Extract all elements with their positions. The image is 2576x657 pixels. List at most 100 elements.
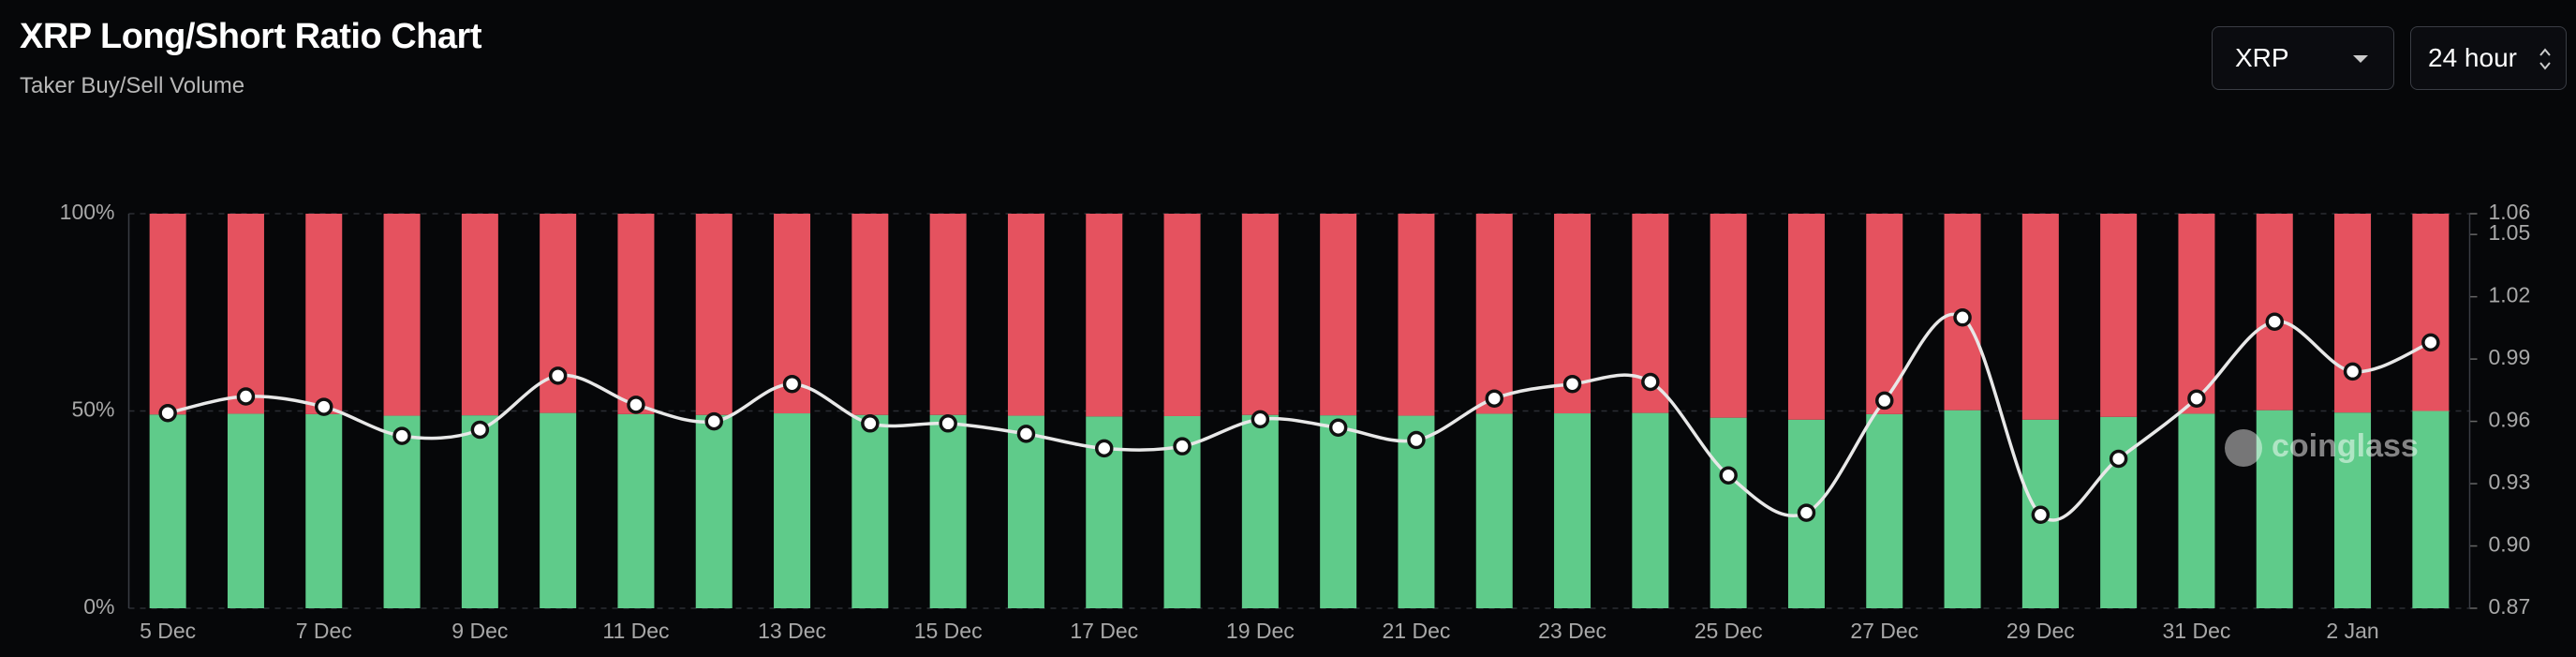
ratio-line	[167, 312, 2432, 522]
interval-value: 24 hour	[2428, 43, 2517, 72]
ratio-point	[704, 411, 723, 431]
bar-segment	[1710, 417, 1747, 608]
ratio-point	[158, 403, 177, 423]
ratio-point	[782, 374, 802, 394]
x-tick-label: 7 Dec	[296, 619, 352, 643]
bar-segment	[2256, 410, 2293, 608]
x-tick-label: 27 Dec	[1850, 619, 1918, 643]
ratio-point	[2109, 449, 2128, 469]
ratio-point	[1562, 374, 1582, 394]
x-tick-label: 17 Dec	[1070, 619, 1138, 643]
y2-tick-label: 0.96	[2489, 408, 2531, 432]
bar-segment	[1866, 413, 1903, 608]
y2-tick-label: 1.02	[2489, 283, 2531, 307]
ratio-point	[1407, 430, 1426, 450]
bar-segment	[227, 214, 264, 414]
watermark: coinglass	[2272, 428, 2419, 464]
ratio-point	[315, 397, 333, 416]
ratio-point	[2343, 362, 2362, 381]
watermark-icon	[2225, 429, 2262, 467]
x-tick-label: 9 Dec	[452, 619, 508, 643]
bar-segment	[1632, 412, 1669, 608]
ratio-point	[236, 387, 256, 406]
bar-segment	[1007, 415, 1044, 608]
ratio-point	[1719, 466, 1738, 485]
bar-segment	[2021, 214, 2059, 420]
bar-segment	[1944, 410, 1981, 608]
bar-segment	[2334, 214, 2372, 413]
bar-segment	[2334, 412, 2372, 608]
title: XRP Long/Short Ratio Chart	[20, 17, 481, 56]
interval-select[interactable]: 24 hour	[2410, 26, 2567, 90]
ratio-point	[1797, 503, 1816, 522]
bar-segment	[1241, 414, 1279, 608]
x-tick-label: 31 Dec	[2163, 619, 2231, 643]
bar-segment	[851, 414, 889, 608]
x-tick-label: 25 Dec	[1695, 619, 1763, 643]
bar-segment	[1475, 214, 1513, 414]
ratio-point	[1641, 372, 1660, 392]
y-tick-label: 100%	[60, 200, 115, 224]
bar-segment	[1475, 413, 1513, 608]
bar-segment	[149, 414, 186, 608]
ratio-point	[2265, 312, 2284, 331]
x-tick-label: 13 Dec	[758, 619, 826, 643]
bar-segment	[617, 413, 655, 608]
bar-segment	[383, 214, 421, 416]
bar-segment	[540, 412, 577, 608]
bar-segment	[227, 413, 264, 608]
bar-segment	[851, 214, 889, 415]
y-tick-label: 0%	[83, 594, 114, 619]
ratio-point	[1875, 391, 1894, 411]
y-tick-label: 50%	[71, 397, 114, 422]
y2-tick-label: 0.93	[2489, 470, 2531, 494]
bar-segment	[1320, 214, 1357, 416]
bar-segment	[2178, 214, 2215, 414]
x-tick-label: 23 Dec	[1538, 619, 1606, 643]
dropdown-arrow	[2353, 55, 2368, 63]
bar-segment	[383, 415, 421, 608]
bar-segment	[1710, 214, 1747, 418]
bar-segment	[2100, 214, 2138, 417]
ratio-point	[1953, 308, 1972, 327]
bar-segment	[929, 414, 967, 608]
bar-segment	[1241, 214, 1279, 415]
x-tick-label: 15 Dec	[914, 619, 983, 643]
ratio-point	[2421, 333, 2440, 352]
bar-segment	[305, 214, 343, 414]
updown-arrow	[2539, 48, 2551, 70]
y2-tick-label: 1.06	[2489, 200, 2531, 224]
x-tick-label: 2 Jan	[2326, 619, 2378, 643]
bar-segment	[461, 214, 498, 416]
bar-segment	[461, 415, 498, 608]
bar-segment	[1554, 413, 1591, 608]
bar-segment	[1320, 415, 1357, 608]
ratio-point	[2031, 505, 2050, 525]
y2-tick-label: 0.87	[2489, 594, 2531, 619]
bar-segment	[1086, 214, 1123, 417]
ratio-point	[1016, 425, 1036, 443]
ratio-point	[548, 366, 568, 385]
x-tick-label: 19 Dec	[1226, 619, 1295, 643]
bar-segment	[2100, 416, 2138, 608]
ratio-point	[1485, 389, 1503, 408]
bar-segment	[2412, 411, 2450, 608]
subtitle: Taker Buy/Sell Volume	[20, 73, 245, 98]
bar-segment	[774, 413, 811, 608]
bar-segment	[2412, 214, 2450, 411]
x-tick-label: 5 Dec	[140, 619, 196, 643]
bar-segment	[305, 413, 343, 608]
bar-segment	[1163, 214, 1201, 416]
ratio-point	[861, 414, 880, 433]
symbol-select[interactable]: XRP	[2212, 26, 2394, 90]
bar-segment	[929, 214, 967, 415]
bar-segment	[695, 214, 733, 415]
ratio-point	[1173, 437, 1192, 455]
ratio-point	[470, 420, 490, 440]
symbol-value: XRP	[2235, 43, 2289, 72]
ratio-point	[392, 426, 411, 445]
bar-segment	[149, 214, 186, 415]
bar-segment	[695, 414, 733, 608]
